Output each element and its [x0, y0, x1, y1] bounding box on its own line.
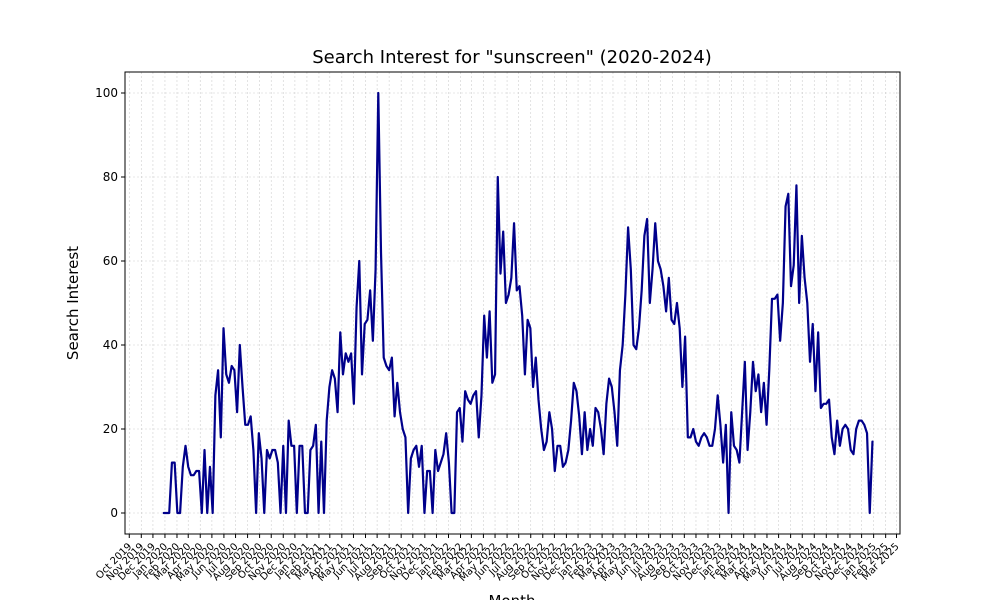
- y-tick-label: 100: [95, 86, 118, 100]
- y-axis: 0 20 40 60 80 100: [95, 86, 125, 520]
- y-tick-label: 80: [103, 170, 118, 184]
- y-tick-label: 40: [103, 338, 118, 352]
- y-axis-label: Search Interest: [64, 246, 82, 360]
- chart-title: Search Interest for "sunscreen" (2020-20…: [312, 47, 712, 68]
- series-line: [162, 91, 874, 515]
- x-axis-label: Month: [488, 592, 535, 600]
- y-tick-label: 60: [103, 254, 118, 268]
- gridlines: [125, 72, 900, 534]
- y-tick-label: 0: [110, 506, 118, 520]
- y-tick-label: 20: [103, 422, 118, 436]
- series-layer: [162, 91, 874, 515]
- plot-frame: [124, 71, 901, 535]
